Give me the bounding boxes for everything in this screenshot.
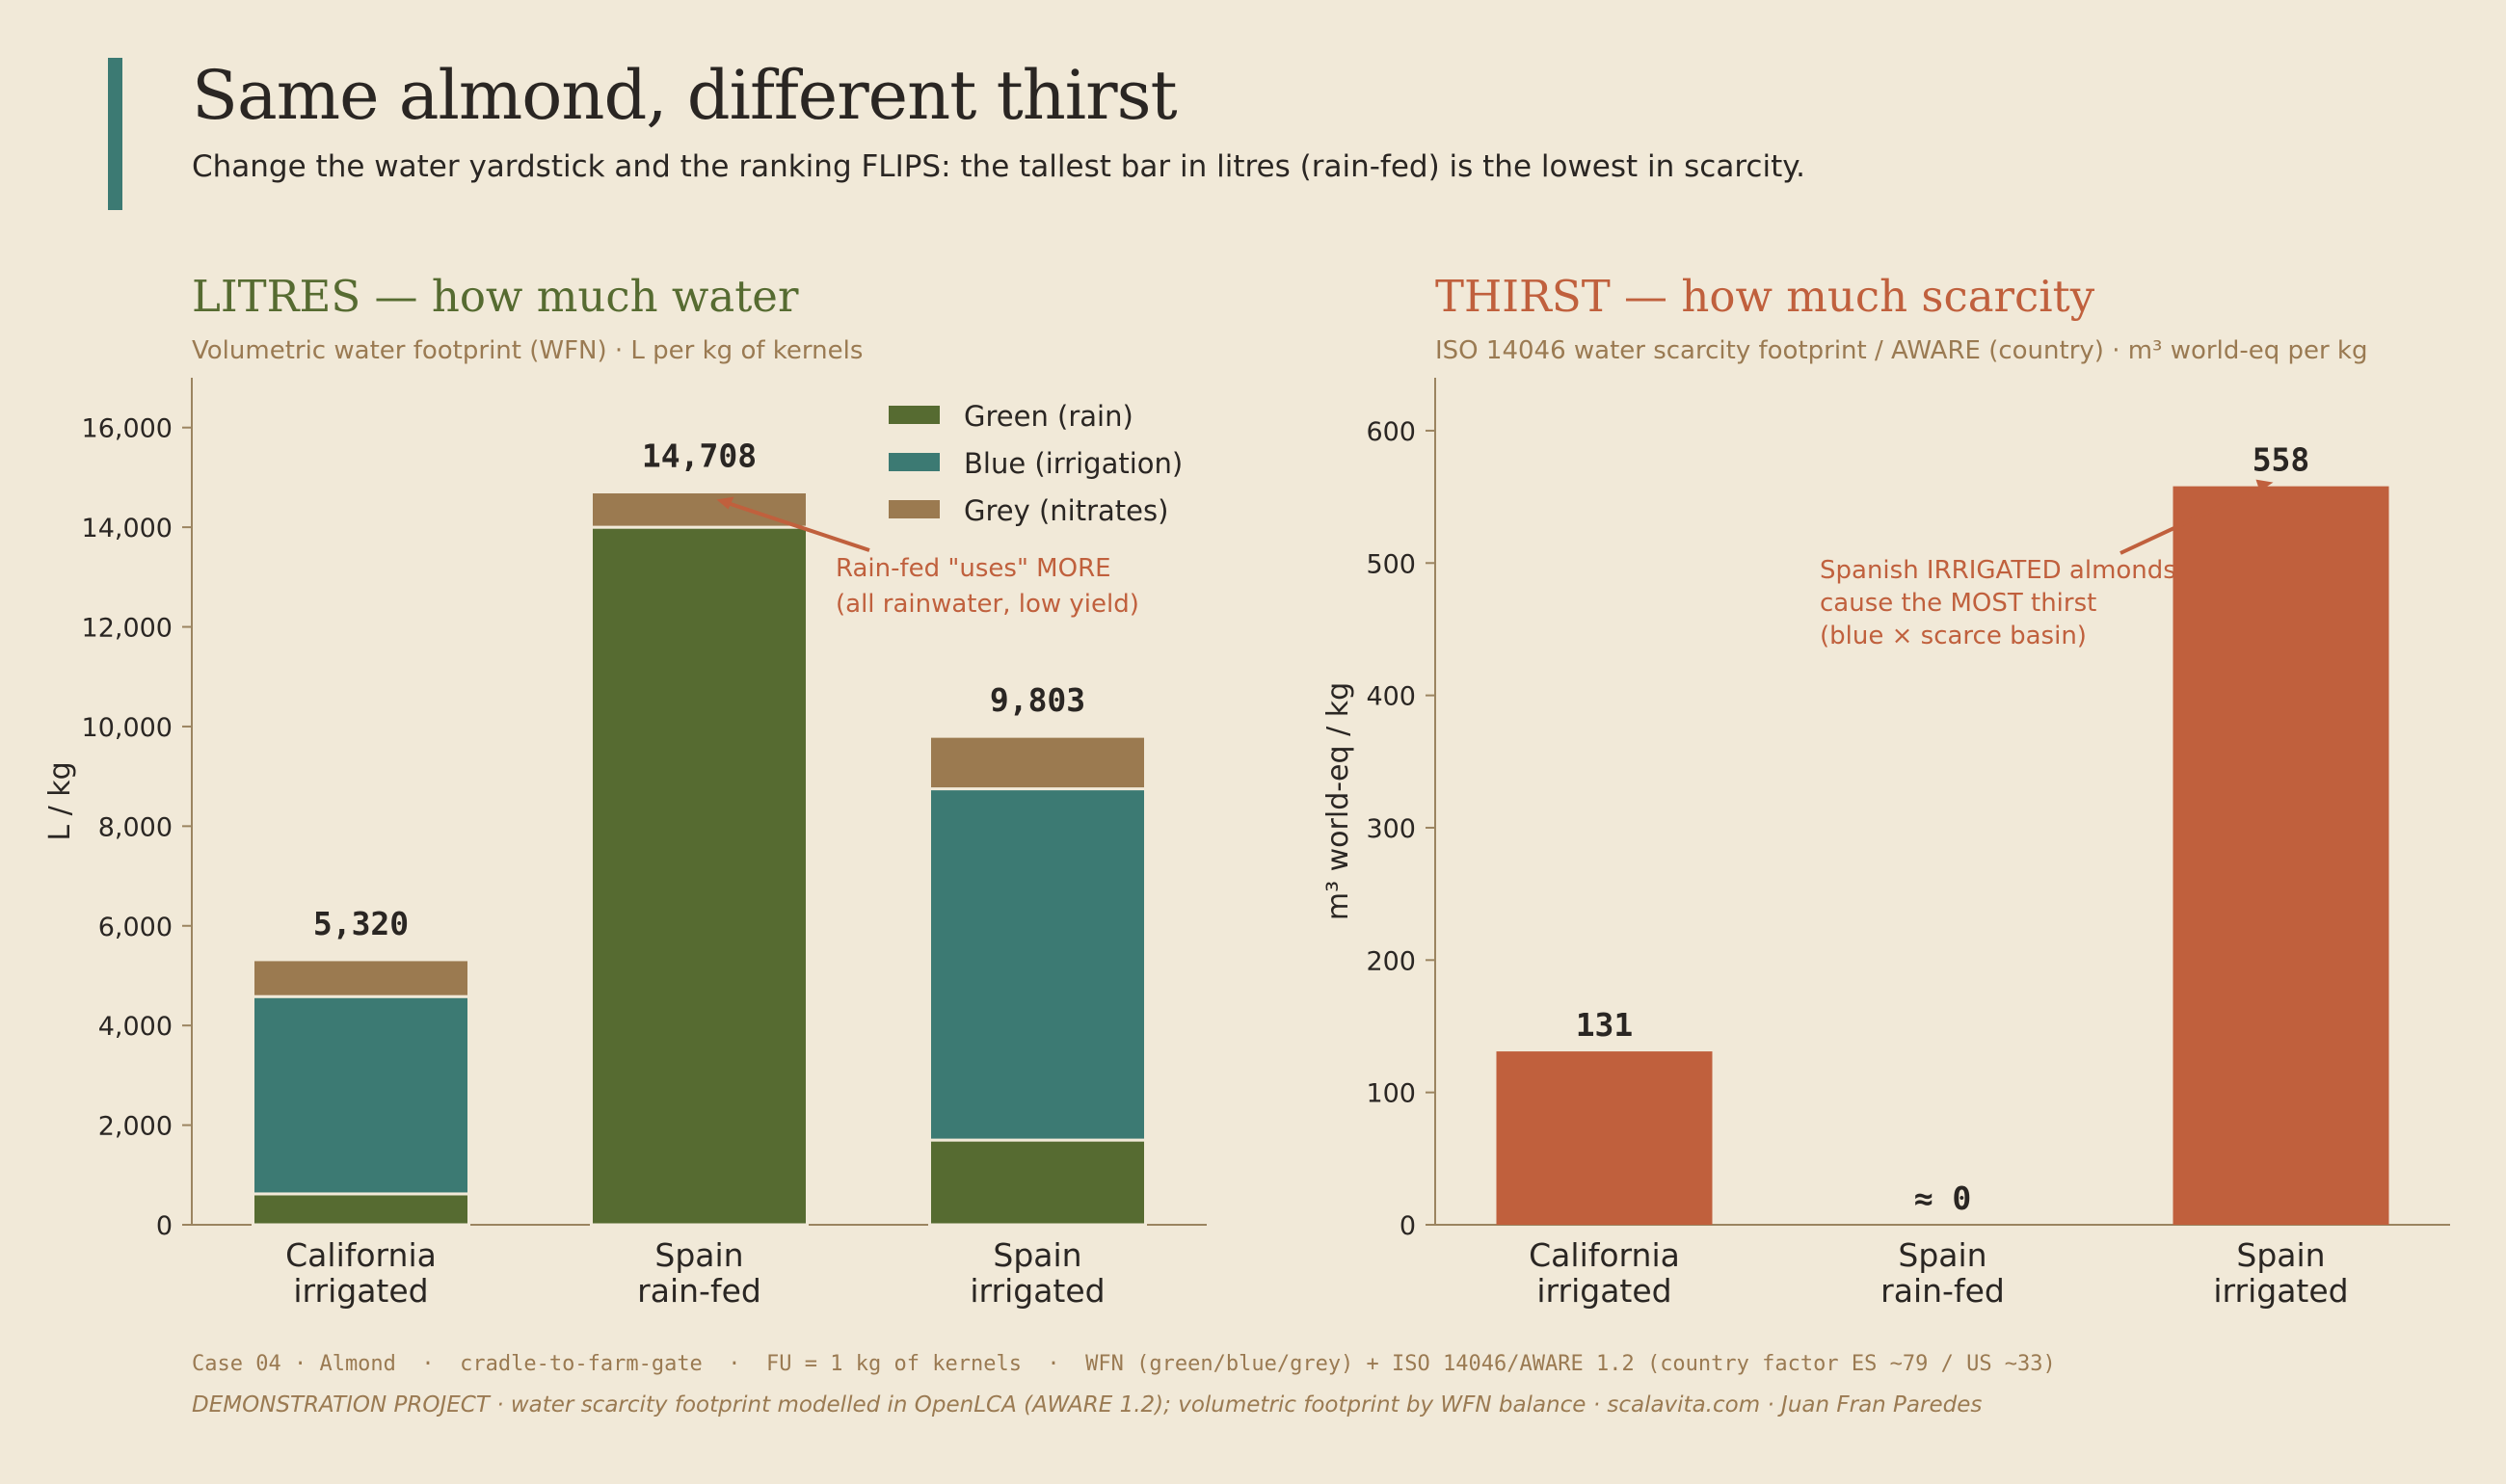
legend-label: Green (rain)	[964, 400, 1133, 433]
footer-method-line: Case 04 · Almond · cradle-to-farm-gate ·…	[192, 1352, 2056, 1376]
title-accent-bar	[108, 58, 122, 210]
bar-segment	[590, 525, 809, 1227]
annotation-arrow-head	[716, 496, 734, 510]
litres-stacked-bar-chart: 0 2,000 4,000 6,000 8,000 10,000 12,000 14,000 1…	[43, 378, 1207, 1310]
bar-value-label: ≈ 0	[1914, 1179, 1972, 1217]
annotation-arrow-line	[725, 500, 870, 552]
y-tick-label: 16,000	[82, 414, 173, 444]
y-axis-label: L / kg	[43, 761, 77, 840]
bar-value-label: 131	[1576, 1006, 1634, 1044]
bar-segment	[252, 994, 470, 1196]
x-tick-label: Spain rain-fed	[1880, 1236, 2005, 1310]
x-tick-label: California irrigated	[1529, 1236, 1680, 1310]
annotation-text: Spanish IRRIGATED almonds	[1820, 556, 2176, 585]
annotation-text: (blue × scarce basin)	[1820, 622, 2087, 650]
bar-total-label: 14,708	[642, 437, 757, 475]
y-tick-label: 6,000	[98, 913, 173, 942]
y-tick-label: 300	[1366, 814, 1416, 844]
y-tick-label: 14,000	[82, 514, 173, 543]
scarcity-bar	[2173, 486, 2389, 1225]
annotation-arrow-head	[2255, 479, 2274, 491]
annotation-text: Rain-fed "uses" MORE	[836, 554, 1111, 583]
legend-swatch	[889, 406, 940, 424]
bar-total-label: 9,803	[990, 681, 1085, 719]
litres-panel-title: LITRES — how much water	[192, 271, 799, 322]
y-tick-label: 2,000	[98, 1112, 173, 1142]
y-tick-label: 0	[1400, 1211, 1416, 1241]
bar-value-label: 558	[2253, 441, 2310, 479]
y-tick-label: 100	[1366, 1079, 1416, 1109]
bar-segment	[928, 734, 1147, 791]
x-tick-label: Spain irrigated	[2213, 1236, 2348, 1310]
annotation-text: (all rainwater, low yield)	[836, 590, 1139, 619]
annotation-text: cause the MOST thirst	[1820, 589, 2096, 618]
footer-credits-line: DEMONSTRATION PROJECT · water scarcity f…	[192, 1392, 1983, 1418]
annotation-arrow-line	[2119, 485, 2263, 555]
y-tick-label: 400	[1366, 682, 1416, 712]
thirst-panel-title: THIRST — how much scarcity	[1435, 271, 2095, 322]
legend-swatch	[889, 453, 940, 471]
bar-total-label: 5,320	[313, 905, 409, 942]
y-tick-label: 200	[1366, 946, 1416, 976]
y-tick-label: 600	[1366, 417, 1416, 447]
thirst-panel-subtitle: ISO 14046 water scarcity footprint / AWA…	[1435, 336, 2368, 365]
bar-segment	[252, 958, 470, 998]
legend-label: Blue (irrigation)	[964, 447, 1183, 480]
y-tick-label: 0	[156, 1211, 173, 1241]
y-tick-label: 4,000	[98, 1012, 173, 1042]
y-tick-label: 12,000	[82, 614, 173, 644]
litres-panel-subtitle: Volumetric water footprint (WFN) · L per…	[192, 336, 864, 365]
scarcity-bar	[1496, 1051, 1713, 1225]
bar-segment	[928, 787, 1147, 1142]
page-subtitle: Change the water yardstick and the ranki…	[192, 149, 1805, 184]
page-title: Same almond, different thirst	[192, 56, 1178, 135]
legend-label: Grey (nitrates)	[964, 494, 1168, 527]
y-tick-label: 10,000	[82, 713, 173, 743]
x-tick-label: California irrigated	[285, 1236, 437, 1310]
legend-swatch	[889, 500, 940, 518]
x-tick-label: Spain irrigated	[970, 1236, 1105, 1310]
x-tick-label: Spain rain-fed	[637, 1236, 761, 1310]
bar-segment	[590, 490, 809, 529]
y-tick-label: 8,000	[98, 812, 173, 842]
y-axis-label: m³ world-eq / kg	[1321, 682, 1355, 920]
y-tick-label: 500	[1366, 549, 1416, 579]
